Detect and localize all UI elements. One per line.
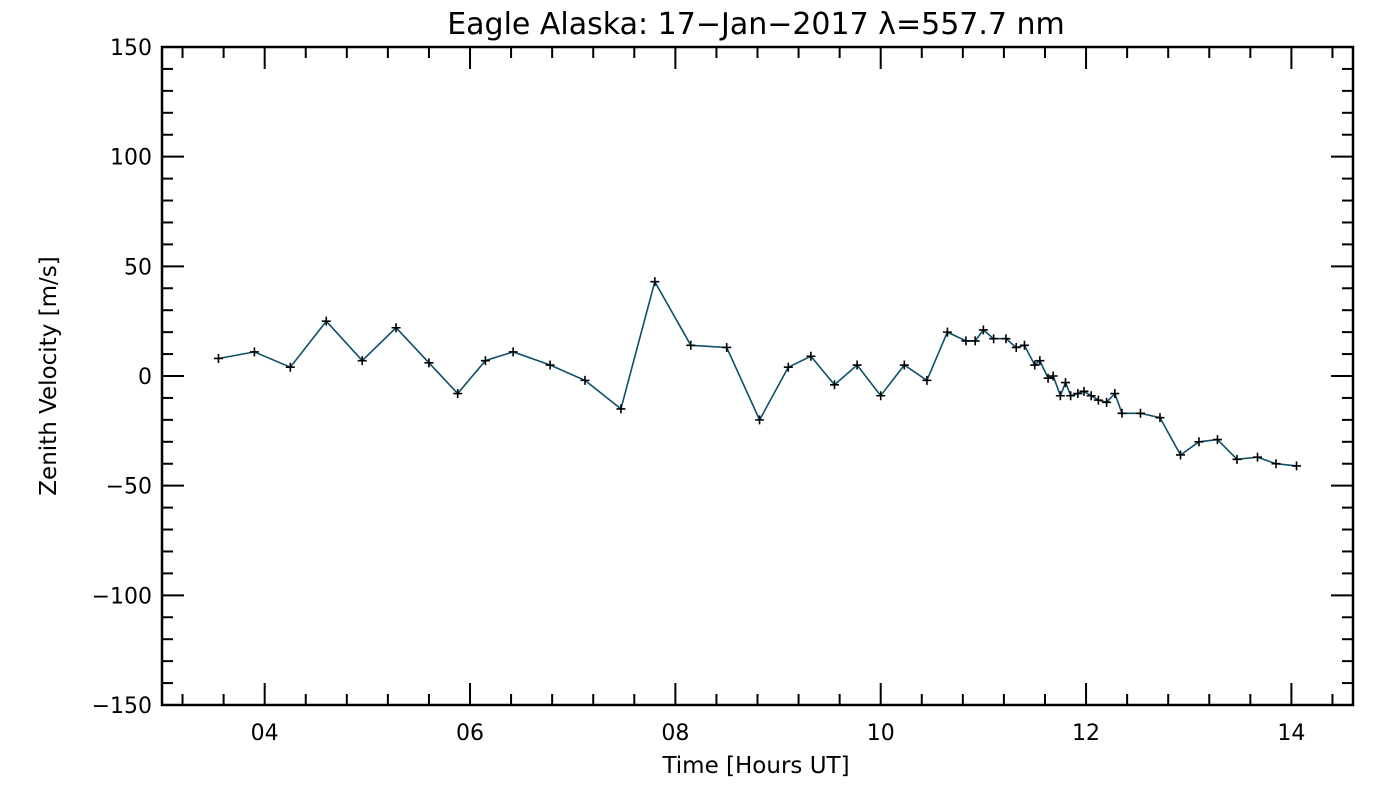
series-group [213,277,1302,471]
x-axis: 04 06 08 10 12 14 [181,47,1334,746]
data-point-marker [970,336,980,346]
data-point-marker [1176,450,1186,460]
data-point-marker [580,375,590,385]
data-point-marker [1232,454,1242,464]
data-point-marker [1155,413,1165,423]
x-axis-label: Time [Hours UT] [661,753,849,779]
data-point-marker [806,351,816,361]
x-tick-label: 14 [1277,721,1305,746]
y-axis: −150 −100 −50 0 50 100 150 [92,36,1353,719]
data-point-marker [545,360,555,370]
data-point-marker [650,277,660,287]
data-point-marker [722,342,732,352]
data-point-marker [1194,437,1204,447]
x-tick-label: 04 [251,721,279,746]
data-point-marker [321,316,331,326]
data-point-marker [616,404,626,414]
data-point-marker [285,362,295,372]
y-tick-label: −50 [106,475,152,500]
data-point-marker [1001,334,1011,344]
y-tick-label: 50 [124,255,152,280]
data-point-marker [1048,371,1058,381]
data-point-marker [357,356,367,366]
y-tick-label: −100 [92,584,152,609]
y-tick-label: 0 [138,365,152,390]
data-point-marker [480,356,490,366]
y-axis-label: Zenith Velocity [m/s] [36,256,62,495]
data-point-marker [1011,342,1021,352]
data-point-marker [508,347,518,357]
x-tick-label: 06 [456,721,484,746]
y-tick-label: 150 [110,36,152,61]
data-point-marker [1212,435,1222,445]
data-point-marker [249,347,259,357]
data-point-marker [1073,389,1083,399]
data-point-marker [1043,373,1053,383]
data-point-marker [1271,459,1281,469]
series-line [218,279,1297,467]
x-tick-label: 08 [661,721,689,746]
data-point-marker [1102,397,1112,407]
data-point-marker [989,334,999,344]
data-point-marker [978,325,988,335]
data-point-marker [1019,340,1029,350]
data-point-marker [1093,395,1103,405]
data-point-marker [755,415,765,425]
data-point-marker [1035,356,1045,366]
data-point-marker [453,389,463,399]
x-tick-label: 10 [867,721,895,746]
data-point-marker [961,336,971,346]
data-point-marker [1110,389,1120,399]
data-point-marker [1055,391,1065,401]
data-point-marker [686,340,696,350]
data-point-marker [424,358,434,368]
data-point-marker [830,380,840,390]
data-point-marker [922,375,932,385]
data-point-marker [783,362,793,372]
data-point-marker [391,323,401,333]
y-tick-label: 100 [110,146,152,171]
chart-title: Eagle Alaska: 17−Jan−2017 λ=557.7 nm [447,7,1065,42]
data-point-marker [876,391,886,401]
x-tick-label: 12 [1072,721,1100,746]
y-tick-label: −150 [92,694,152,719]
data-point-marker [1292,461,1302,471]
plot-frame [160,45,1355,707]
data-point-marker [1117,408,1127,418]
data-point-marker [852,360,862,370]
data-point-marker [1079,386,1089,396]
data-point-marker [942,327,952,337]
data-point-marker [1061,378,1071,388]
data-point-marker [213,353,223,363]
data-point-marker [1086,391,1096,401]
data-point-marker [1135,408,1145,418]
data-point-marker [1253,452,1263,462]
data-point-marker [1030,360,1040,370]
data-point-marker [899,360,909,370]
data-point-marker [1066,391,1076,401]
